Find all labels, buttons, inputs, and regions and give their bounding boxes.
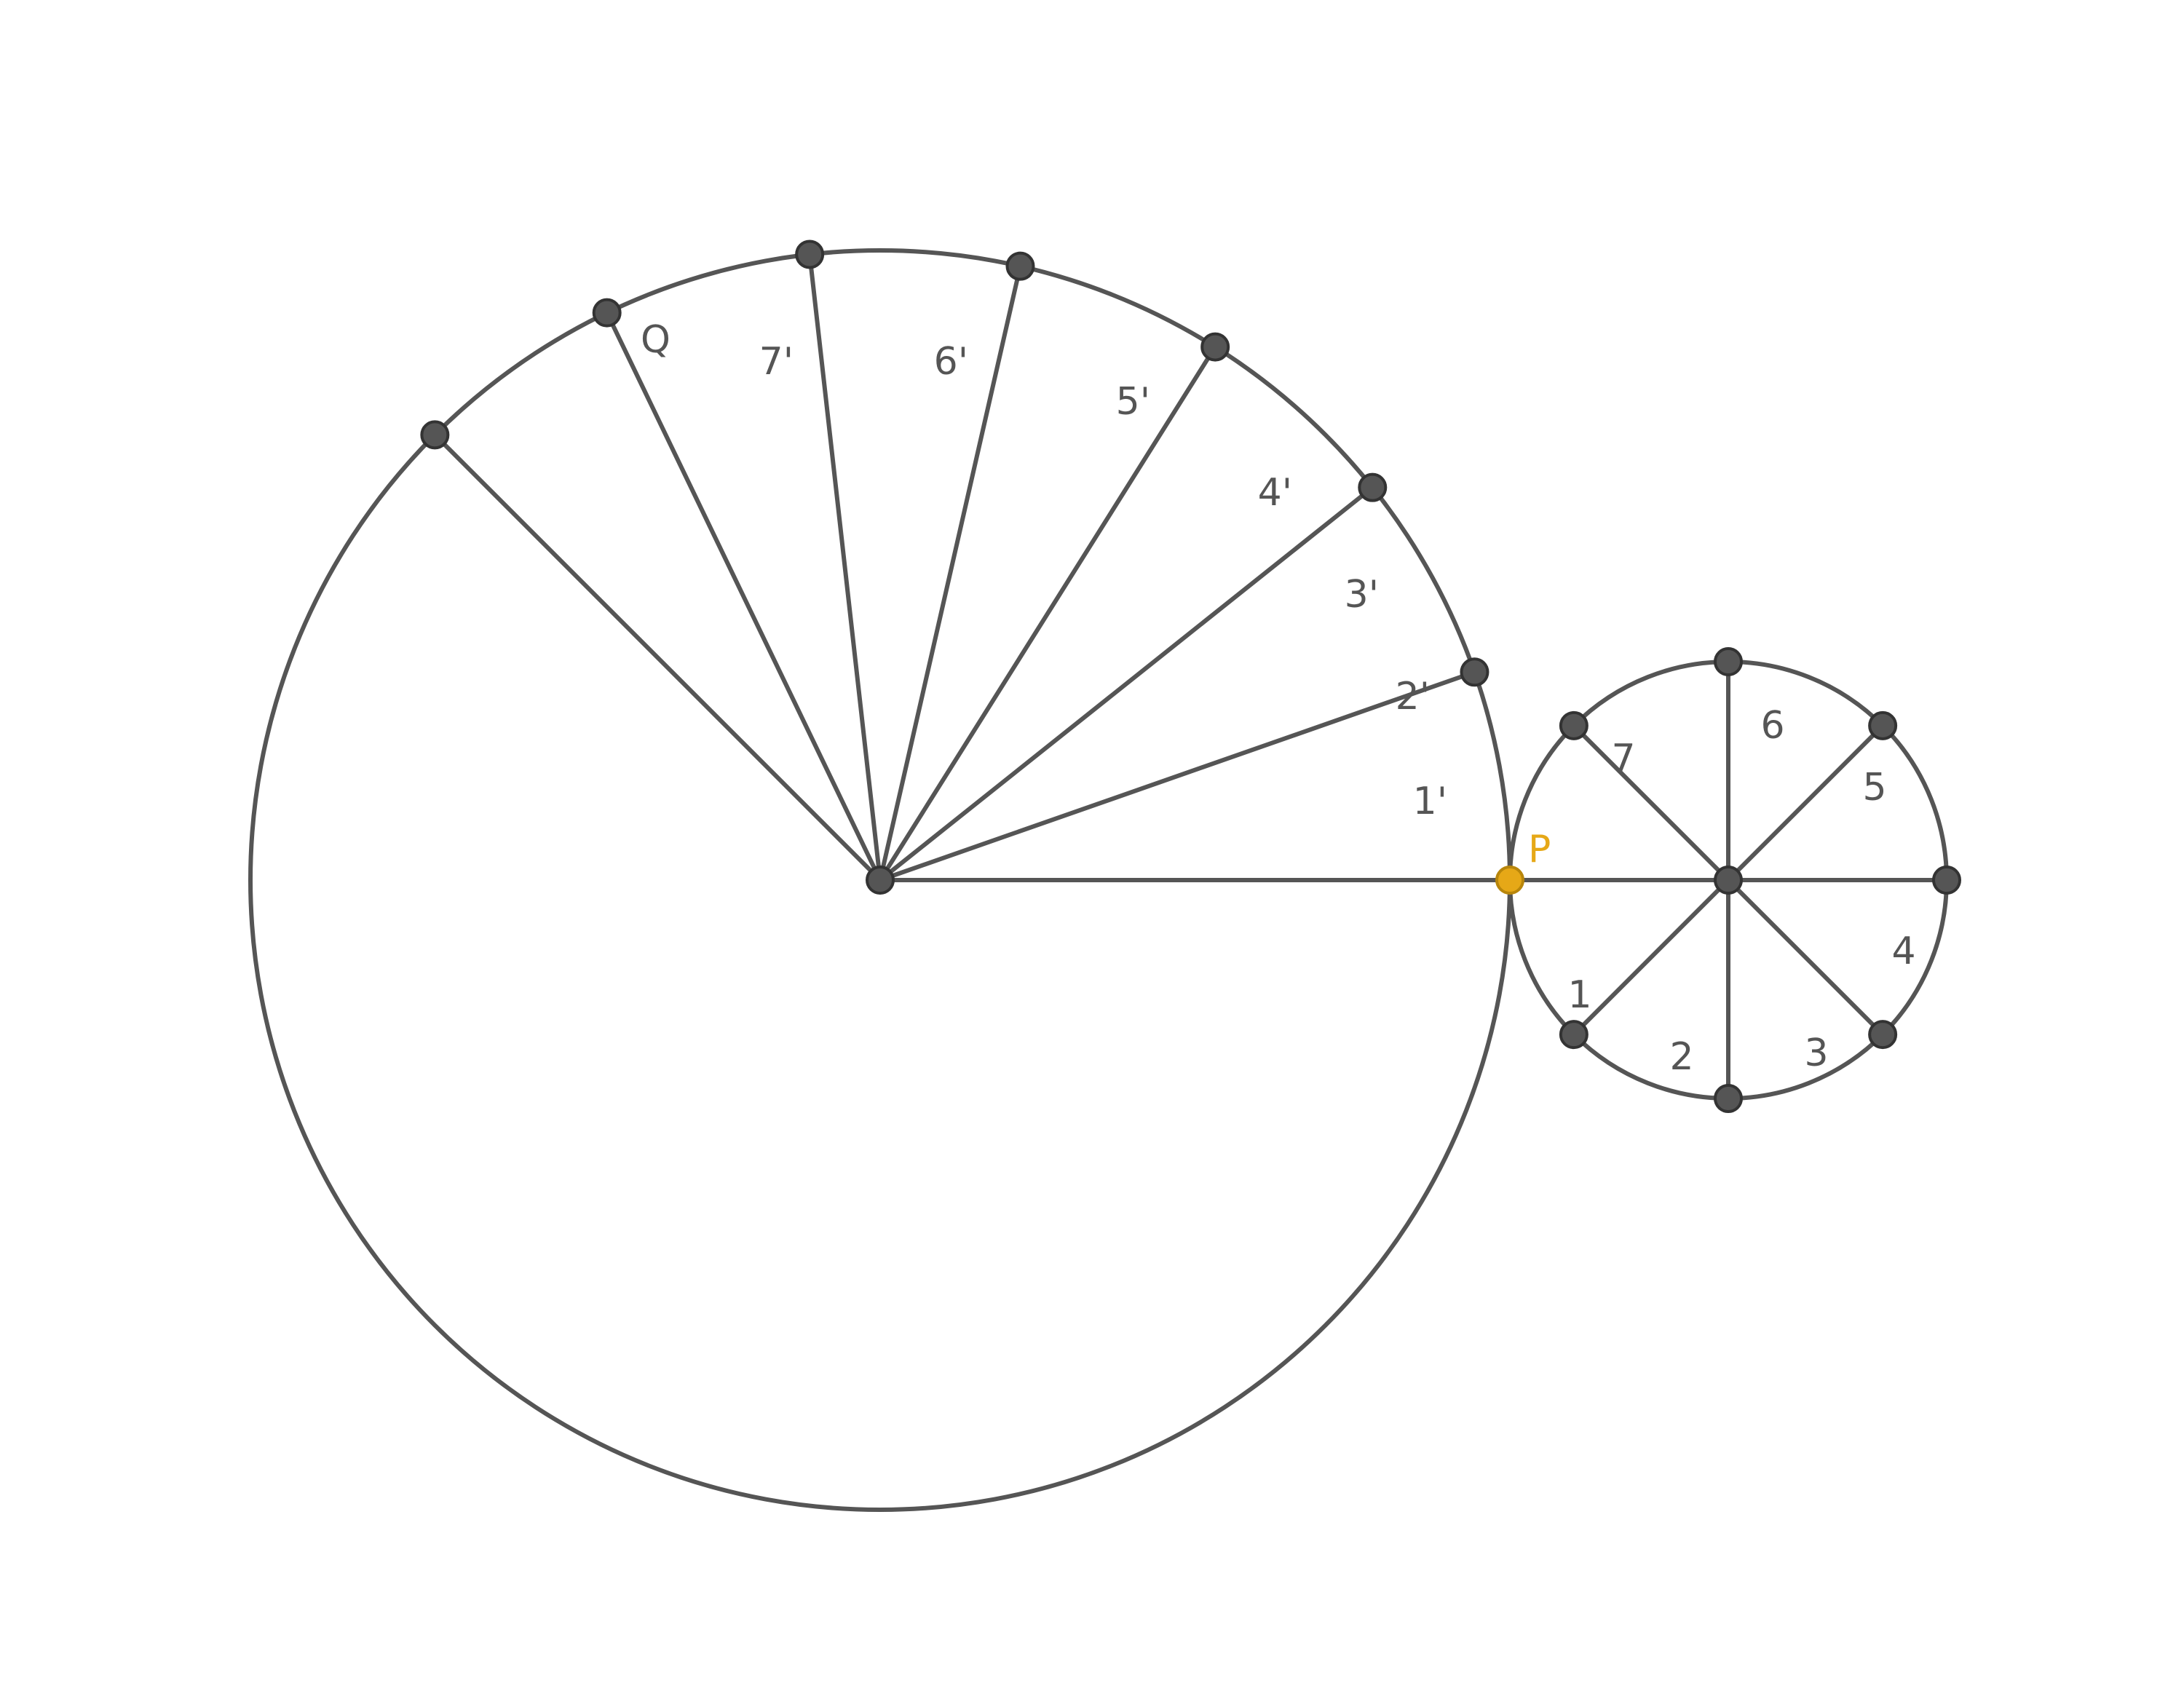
small-circle-point-3 xyxy=(1561,713,1587,739)
small-circle-ray-1 xyxy=(1728,726,1883,880)
big-circle-point-6 xyxy=(594,300,620,326)
label-small_1: 1 xyxy=(1567,973,1591,1017)
diagram-canvas: P Q 1' 2' 3' 4' 5' 6' 7' 1 2 3 4 5 6 7 xyxy=(0,0,2184,1683)
label-small_6: 6 xyxy=(1760,704,1784,748)
big-circle-center-point xyxy=(867,867,893,893)
big-circle-point-3 xyxy=(1202,334,1228,360)
big-circle-point-5 xyxy=(796,241,823,267)
label-big_3p: 3' xyxy=(1345,573,1379,617)
label-small_5: 5 xyxy=(1862,766,1886,809)
small-circle-point-0 xyxy=(1934,867,1960,893)
point-P xyxy=(1497,867,1523,893)
big-circle-ray-6 xyxy=(607,313,880,880)
label-big_7p: 7' xyxy=(759,340,794,384)
label-P: P xyxy=(1528,828,1551,871)
big-circle-point-2 xyxy=(1359,475,1385,501)
label-small_7: 7 xyxy=(1611,737,1635,780)
label-small_3: 3 xyxy=(1804,1031,1828,1075)
big-circle-point-1 xyxy=(1461,659,1487,685)
small-circle-point-6 xyxy=(1715,1085,1741,1112)
small-circle-center-point xyxy=(1715,867,1741,893)
big-circle-ray-3 xyxy=(880,347,1215,880)
small-circle-point-2 xyxy=(1715,649,1741,675)
big-circle-point-7 xyxy=(422,421,448,448)
label-small_4: 4 xyxy=(1891,930,1915,973)
label-big_1p: 1' xyxy=(1413,780,1447,823)
small-circle-point-1 xyxy=(1870,713,1896,739)
big-circle-ray-2 xyxy=(880,488,1372,880)
big-circle-point-4 xyxy=(1007,253,1033,280)
big-circle-ray-5 xyxy=(810,254,880,880)
label-big_6p: 6' xyxy=(934,340,968,384)
big-circle-ray-7 xyxy=(435,435,880,880)
label-big_2p: 2' xyxy=(1396,675,1430,718)
label-small_2: 2 xyxy=(1669,1035,1693,1079)
small-circle-ray-5 xyxy=(1574,880,1728,1034)
small-circle-ray-3 xyxy=(1574,726,1728,880)
small-circle-point-7 xyxy=(1870,1021,1896,1048)
small-circle-ray-7 xyxy=(1728,880,1883,1034)
label-big_4p: 4' xyxy=(1258,471,1292,515)
small-circle-point-5 xyxy=(1561,1021,1587,1048)
label-big_5p: 5' xyxy=(1116,380,1150,424)
big-circle-ray-1 xyxy=(880,672,1474,880)
label-Q: Q xyxy=(641,318,670,362)
